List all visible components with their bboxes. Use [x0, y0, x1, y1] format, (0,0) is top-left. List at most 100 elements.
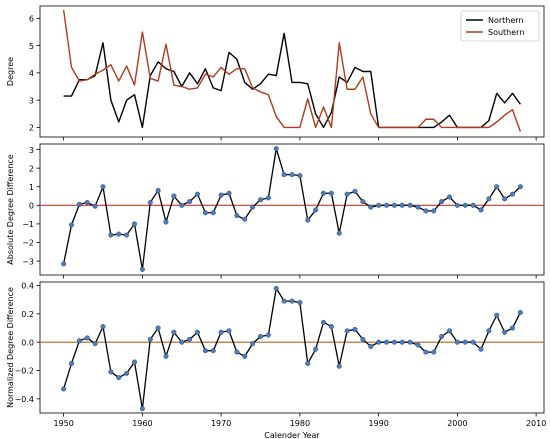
data-point	[313, 346, 319, 352]
y-tick-label: 0.4	[21, 282, 34, 291]
data-point	[84, 200, 90, 206]
panel-2: −3 −2 −1 0 1 2 3 Absolute Degree Difference	[6, 143, 545, 279]
data-point	[502, 196, 508, 202]
data-point	[336, 230, 342, 236]
data-point	[218, 192, 224, 198]
data-point	[297, 173, 303, 179]
data-point	[131, 359, 137, 365]
data-point	[124, 370, 130, 376]
data-point	[305, 217, 311, 223]
y-tick-label: −2	[22, 239, 34, 248]
data-point	[321, 319, 327, 325]
y-tick-label: 0.0	[21, 338, 34, 347]
data-point	[462, 202, 468, 208]
data-point	[258, 197, 264, 203]
y-tick-label: 3	[29, 96, 34, 105]
data-point	[155, 187, 161, 193]
data-point	[517, 184, 523, 190]
y-axis-label: Degree	[6, 57, 15, 86]
data-point	[68, 360, 74, 366]
data-point	[84, 335, 90, 341]
x-tick-label: 1990	[368, 419, 388, 428]
x-axis-label: Calender Year	[264, 431, 320, 439]
data-point	[92, 341, 98, 347]
data-point	[139, 266, 145, 272]
data-point	[305, 360, 311, 366]
data-point	[462, 339, 468, 345]
data-point	[297, 300, 303, 306]
legend-label-northern: Northern	[488, 16, 524, 25]
data-point	[423, 349, 429, 355]
legend-label-southern: Southern	[488, 28, 524, 37]
data-point	[234, 213, 240, 219]
y-tick-label: −0.4	[15, 395, 34, 404]
data-point	[258, 334, 264, 340]
data-point	[242, 216, 248, 222]
data-point	[289, 298, 295, 304]
series-line	[63, 287, 521, 410]
data-point	[494, 184, 500, 190]
data-point	[407, 339, 413, 345]
data-point	[202, 210, 208, 216]
data-point	[250, 204, 256, 210]
y-tick-label: 5	[29, 42, 34, 51]
panel-1: 2 3 4 5 6 Degree Northern Southern	[6, 5, 545, 141]
data-point	[415, 204, 421, 210]
data-point	[187, 336, 193, 342]
data-point	[171, 329, 177, 335]
plot-frame	[39, 143, 545, 276]
y-tick-label: 6	[29, 14, 34, 23]
data-point	[399, 202, 405, 208]
data-point	[399, 339, 405, 345]
data-point	[100, 184, 106, 190]
data-point	[510, 191, 516, 197]
data-point	[108, 232, 114, 238]
data-point	[218, 329, 224, 335]
data-point	[202, 348, 208, 354]
data-point	[391, 202, 397, 208]
data-point	[187, 199, 193, 205]
data-point	[124, 232, 130, 238]
data-point	[313, 207, 319, 213]
data-point	[131, 221, 137, 227]
data-point	[179, 202, 185, 208]
data-point	[391, 339, 397, 345]
data-point	[273, 146, 279, 152]
data-point	[368, 204, 374, 210]
data-point	[352, 326, 358, 332]
data-point	[336, 363, 342, 369]
data-point	[139, 406, 145, 412]
data-point	[439, 334, 445, 340]
data-point	[352, 188, 358, 194]
data-point	[384, 339, 390, 345]
data-point	[92, 203, 98, 209]
plot-frame	[39, 281, 545, 414]
data-point	[407, 202, 413, 208]
data-point	[423, 208, 429, 214]
series-line	[62, 147, 521, 271]
y-tick-label: −0.2	[15, 367, 34, 376]
data-point	[147, 200, 153, 206]
data-point	[447, 194, 453, 200]
y-tick-label: 1	[29, 183, 34, 192]
y-tick-label: 2	[29, 124, 34, 133]
data-point	[210, 348, 216, 354]
data-point	[360, 336, 366, 342]
x-tick-label: 1960	[132, 419, 152, 428]
data-point	[502, 329, 508, 335]
data-point	[116, 375, 122, 381]
data-point	[439, 199, 445, 205]
data-point	[431, 208, 437, 214]
data-point	[194, 191, 200, 197]
data-point	[486, 196, 492, 202]
data-point	[281, 172, 287, 178]
data-point	[486, 328, 492, 334]
y-tick-label: 0.2	[21, 310, 34, 319]
data-point	[68, 222, 74, 228]
series-line-southern	[62, 9, 522, 132]
data-point	[194, 329, 200, 335]
plot-frame	[39, 5, 545, 138]
data-point	[415, 342, 421, 348]
y-tick-label: 3	[29, 146, 34, 155]
